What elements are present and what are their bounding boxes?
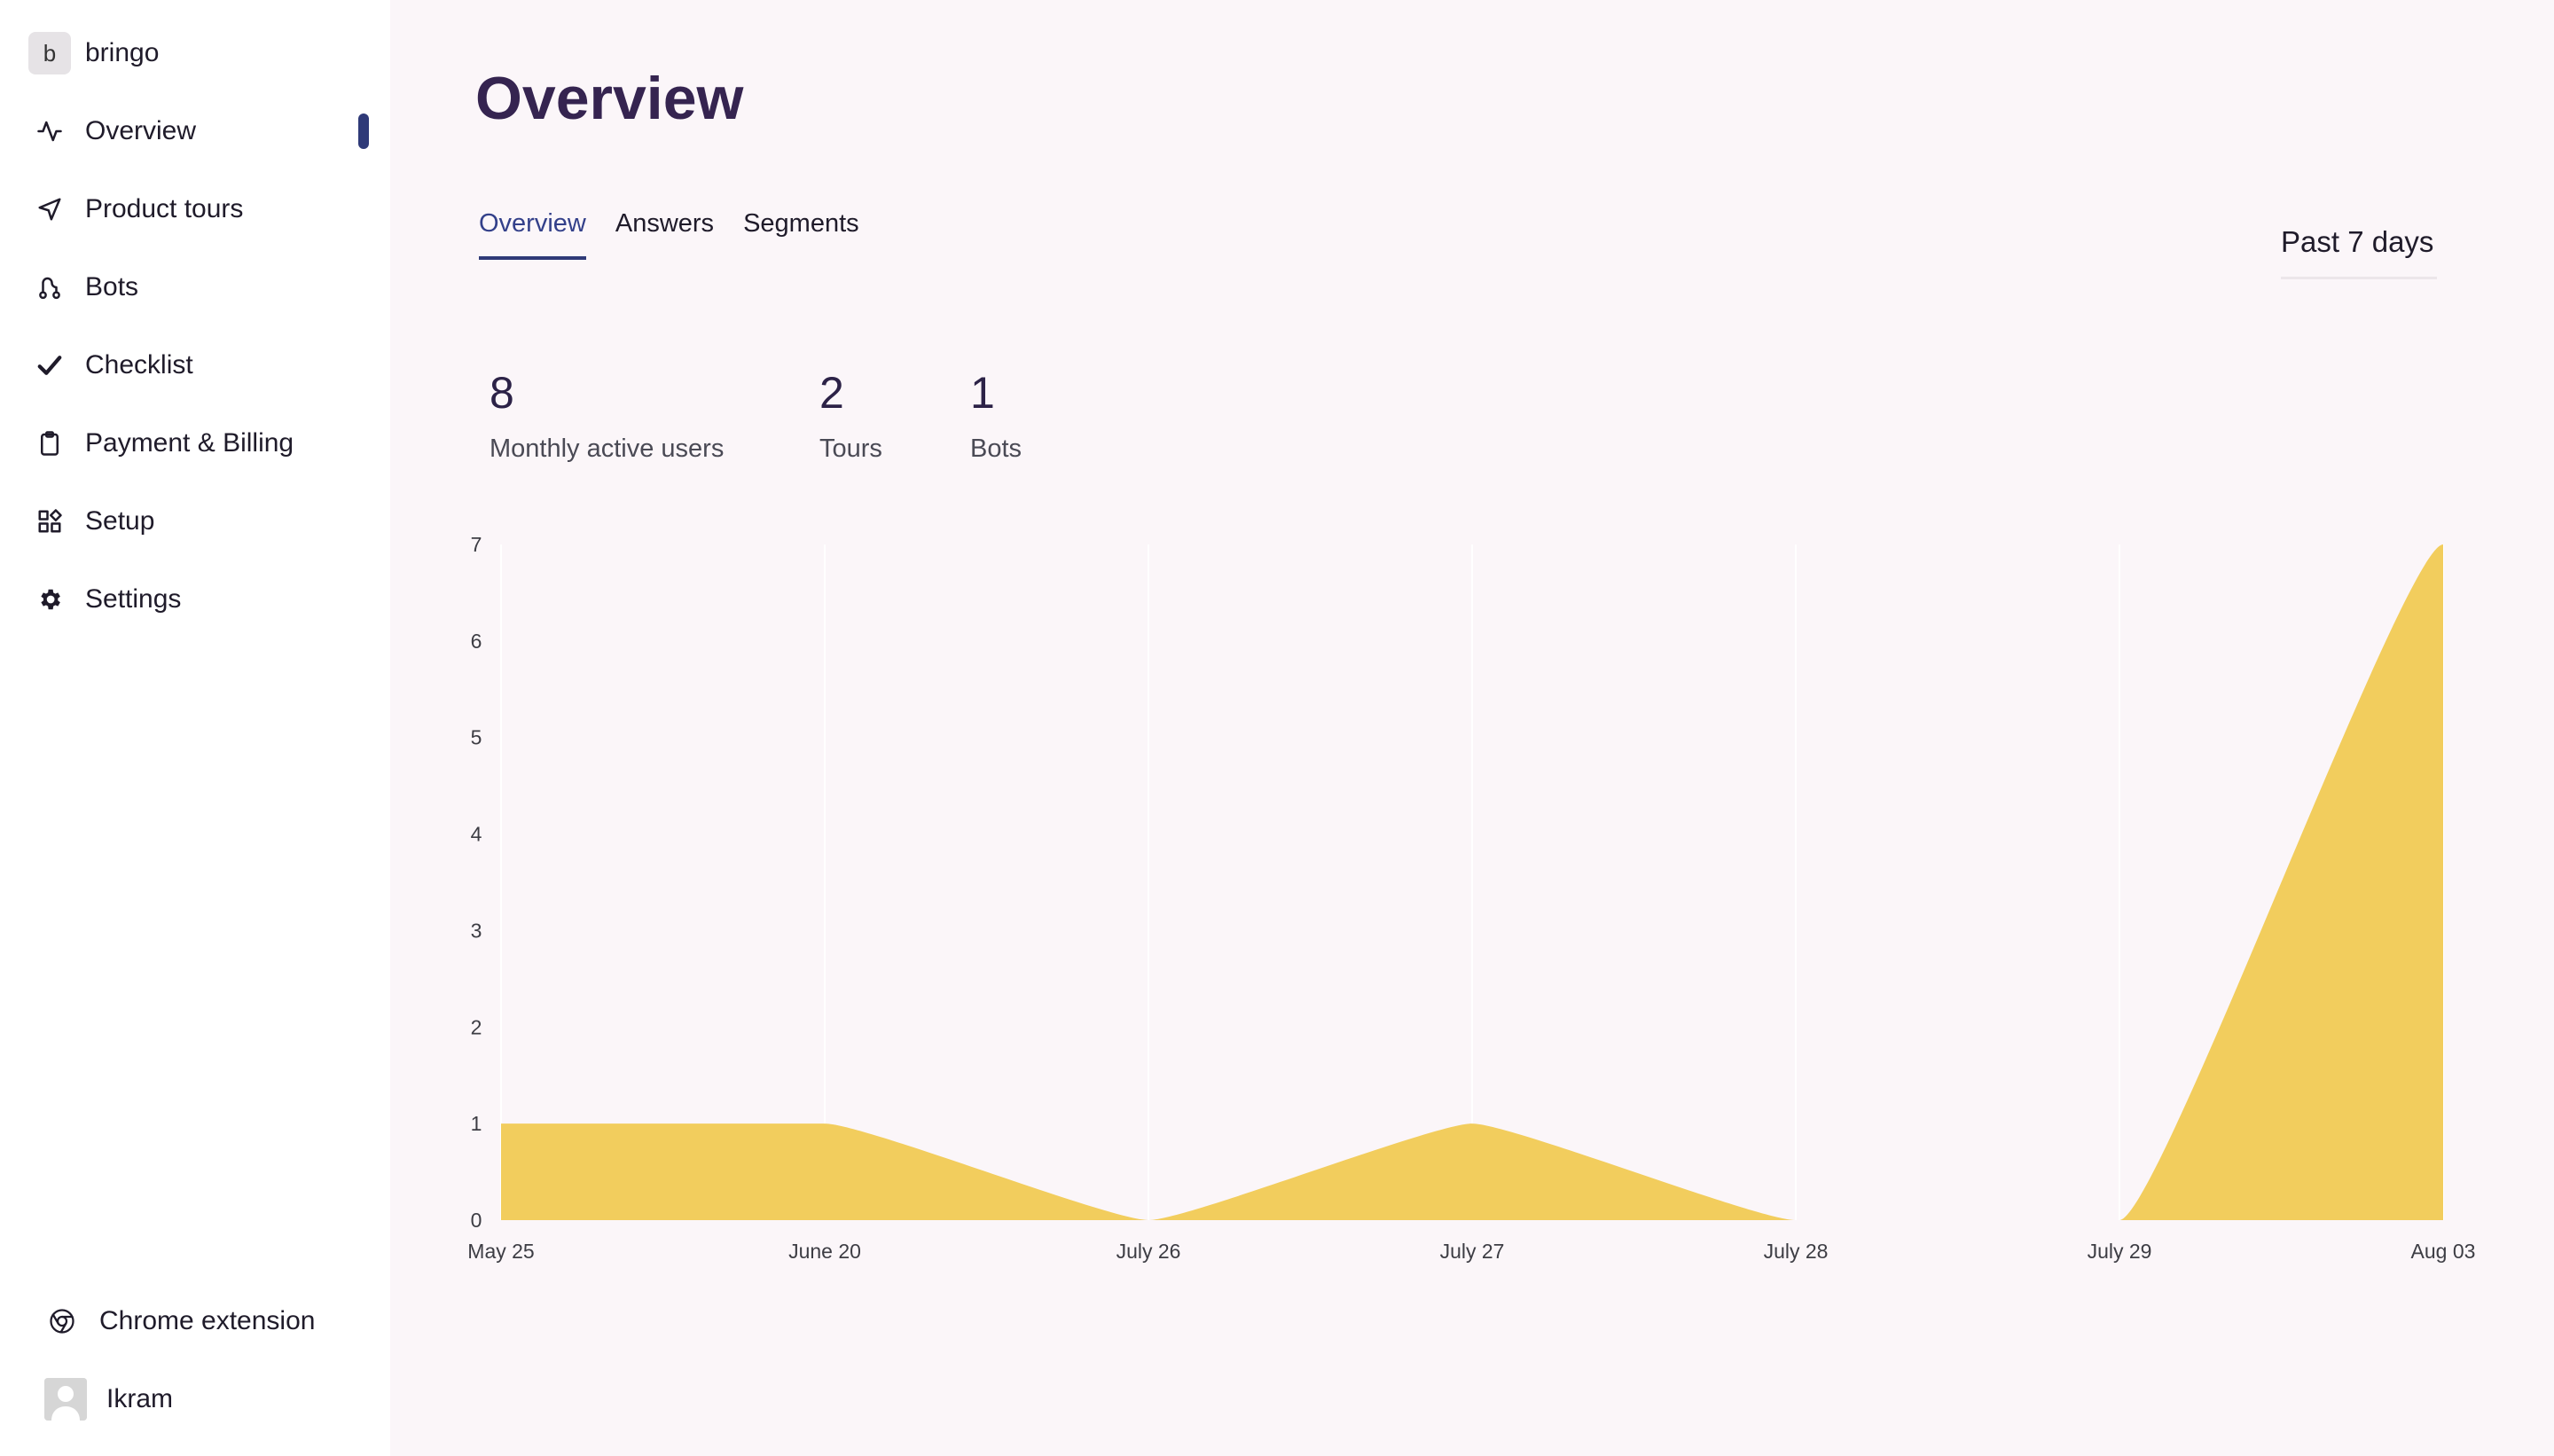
page-title: Overview <box>475 65 744 132</box>
sidebar-item-label: Setup <box>85 506 155 536</box>
sidebar-item-label: Settings <box>85 584 182 614</box>
clipboard-icon <box>32 426 67 461</box>
chrome-extension-link[interactable]: Chrome extension <box>44 1296 364 1346</box>
tab-bar: Overview Answers Segments <box>479 209 889 260</box>
y-tick-label: 3 <box>471 919 482 942</box>
activity-icon <box>32 114 67 149</box>
workspace-switcher[interactable]: b bringo <box>28 32 159 74</box>
tab-overview[interactable]: Overview <box>479 209 586 260</box>
workspace-name: bringo <box>85 38 160 67</box>
sidebar-item-checklist[interactable]: Checklist <box>32 341 369 390</box>
chrome-icon <box>44 1303 80 1339</box>
stat-value: 8 <box>490 368 514 418</box>
x-tick-label: July 26 <box>1116 1240 1181 1263</box>
sidebar-item-payment-billing[interactable]: Payment & Billing <box>32 419 369 468</box>
sidebar-item-label: Bots <box>85 272 139 301</box>
sidebar-item-overview[interactable]: Overview <box>32 106 369 156</box>
y-tick-label: 4 <box>471 823 482 846</box>
send-icon <box>32 192 67 227</box>
x-tick-label: July 27 <box>1440 1240 1505 1263</box>
y-tick-label: 5 <box>471 726 482 749</box>
stat-tours: 2 Tours <box>819 367 882 464</box>
stat-bots: 1 Bots <box>970 367 1022 464</box>
y-tick-label: 0 <box>471 1209 482 1232</box>
stat-label: Monthly active users <box>490 434 725 463</box>
y-tick-label: 1 <box>471 1112 482 1135</box>
sidebar-item-label: Payment & Billing <box>85 428 294 458</box>
stat-value: 1 <box>970 368 995 418</box>
workspace-avatar: b <box>28 32 71 74</box>
x-tick-label: June 20 <box>788 1240 861 1263</box>
route-icon <box>32 270 67 305</box>
widgets-icon <box>32 504 67 539</box>
x-tick-label: May 25 <box>467 1240 534 1263</box>
date-range-select[interactable]: Past 7 days <box>2281 225 2437 279</box>
stat-value: 2 <box>819 368 844 418</box>
y-tick-label: 2 <box>471 1015 482 1038</box>
active-indicator <box>358 114 369 149</box>
y-tick-label: 6 <box>471 630 482 653</box>
user-name: Ikram <box>106 1384 173 1413</box>
x-tick-label: July 28 <box>1764 1240 1829 1263</box>
checkmark-icon <box>32 348 67 383</box>
sidebar-item-settings[interactable]: Settings <box>32 575 369 624</box>
sidebar-item-setup[interactable]: Setup <box>32 497 369 546</box>
x-tick-label: July 29 <box>2088 1240 2152 1263</box>
stat-monthly-active-users: 8 Monthly active users <box>490 367 724 464</box>
gear-icon <box>32 582 67 617</box>
x-tick-label: Aug 03 <box>2411 1240 2476 1263</box>
sidebar-item-label: Product tours <box>85 194 244 223</box>
y-tick-label: 7 <box>471 533 482 556</box>
sidebar: b bringo Overview Product tours Bots Che… <box>0 0 390 1456</box>
tab-segments[interactable]: Segments <box>743 209 859 238</box>
user-menu[interactable]: Ikram <box>44 1374 364 1424</box>
stat-label: Bots <box>970 434 1022 463</box>
series-area <box>501 544 2443 1220</box>
sidebar-item-label: Checklist <box>85 350 193 380</box>
sidebar-item-label: Overview <box>85 116 197 145</box>
stat-label: Tours <box>819 434 882 463</box>
chrome-extension-label: Chrome extension <box>99 1306 316 1335</box>
sidebar-item-bots[interactable]: Bots <box>32 262 369 312</box>
avatar <box>44 1378 87 1421</box>
tab-answers[interactable]: Answers <box>615 209 715 238</box>
sidebar-item-product-tours[interactable]: Product tours <box>32 184 369 234</box>
